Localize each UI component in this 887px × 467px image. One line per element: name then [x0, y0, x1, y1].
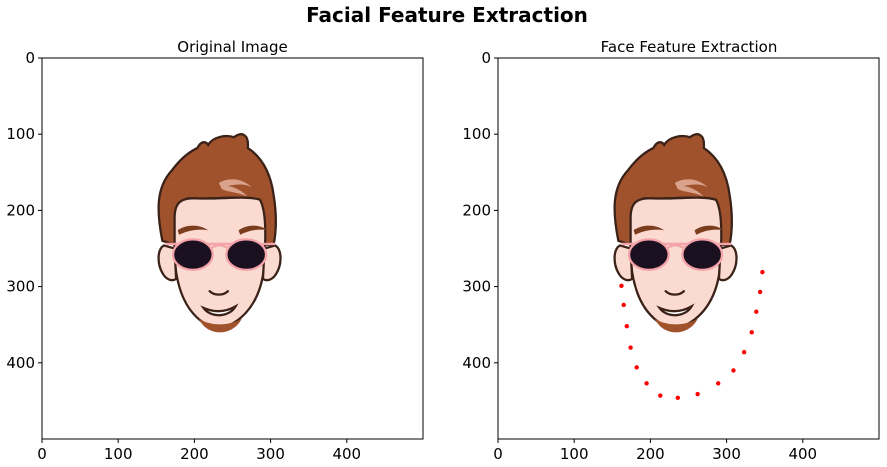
- axes-original-title: Original Image: [177, 38, 287, 56]
- landmark-point: [625, 324, 629, 328]
- y-tick-label: 100: [462, 125, 491, 143]
- landmark-point: [754, 310, 758, 314]
- x-tick-label: 0: [493, 445, 503, 463]
- landmark-point: [634, 365, 638, 369]
- landmark-point: [695, 392, 699, 396]
- x-tick-label: 400: [332, 445, 361, 463]
- y-tick-label: 400: [6, 354, 35, 372]
- landmark-point: [619, 284, 623, 288]
- y-tick-label: 300: [462, 278, 491, 296]
- axes-original: Original Image 0 100 200 300 400 0 100 200 300 40…: [6, 38, 423, 463]
- x-tick-label: 200: [180, 445, 209, 463]
- x-tick-label: 100: [104, 445, 133, 463]
- landmark-point: [676, 396, 680, 400]
- y-tick-label: 300: [6, 278, 35, 296]
- x-tick-label: 100: [560, 445, 589, 463]
- landmark-point: [760, 270, 764, 274]
- x-tick-label: 300: [712, 445, 741, 463]
- x-tick-label: 200: [636, 445, 665, 463]
- landmark-point: [628, 345, 632, 349]
- landmark-point: [644, 381, 648, 385]
- x-tick-label: 300: [256, 445, 285, 463]
- x-tick-label: 400: [788, 445, 817, 463]
- y-tick-label: 0: [25, 49, 35, 67]
- y-tick-label: 200: [462, 201, 491, 219]
- axes-extraction-title: Face Feature Extraction: [601, 38, 778, 56]
- x-tick-label: 0: [37, 445, 47, 463]
- y-tick-label: 400: [462, 354, 491, 372]
- axes-extraction: Face Feature Extraction 0 100 200 300 400 0 10…: [462, 38, 879, 463]
- landmark-point: [758, 290, 762, 294]
- y-tick-label: 100: [6, 125, 35, 143]
- landmark-point: [731, 368, 735, 372]
- y-tick-label: 200: [6, 201, 35, 219]
- y-tick-label: 0: [481, 49, 491, 67]
- figure-suptitle: Facial Feature Extraction: [306, 3, 588, 27]
- landmark-point: [658, 393, 662, 397]
- landmark-point: [750, 330, 754, 334]
- landmark-point: [742, 350, 746, 354]
- landmark-point: [622, 303, 626, 307]
- landmark-point: [716, 381, 720, 385]
